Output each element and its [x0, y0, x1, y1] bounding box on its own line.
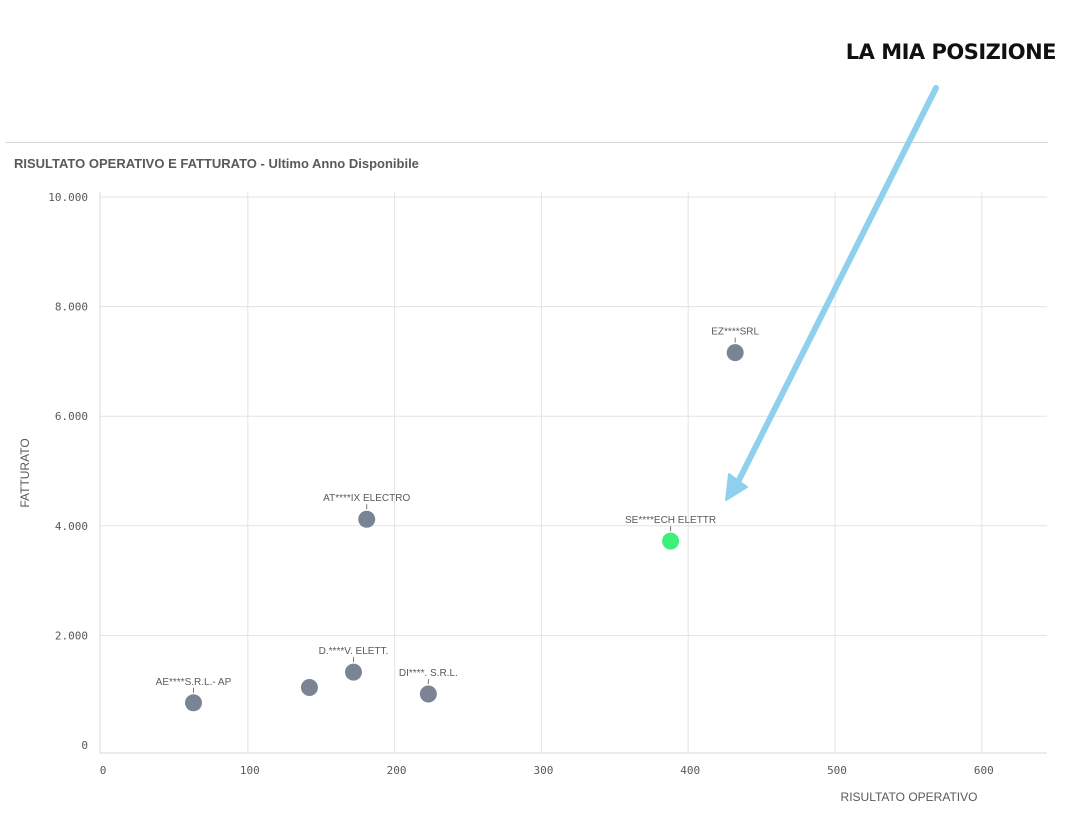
data-point[interactable] — [358, 510, 376, 528]
x-axis-ticks: 0 100 200 300 400 500 600 — [100, 764, 994, 777]
y-tick-label: 2.000 — [55, 629, 88, 642]
x-tick-label: 0 — [100, 764, 107, 777]
arrow-head — [725, 473, 748, 501]
y-tick-label: 0 — [81, 739, 88, 752]
callout-arrow — [725, 85, 939, 501]
data-label: AE****S.R.L.- AP — [156, 677, 232, 688]
data-label: D.****V. ELETT. — [319, 646, 389, 657]
y-axis-title: FATTURATO — [18, 438, 32, 507]
x-tick-label: 500 — [827, 764, 847, 777]
callout-label: LA MIA POSIZIONE — [845, 40, 1057, 64]
x-tick-label: 400 — [680, 764, 700, 777]
data-labels: AE****S.R.L.- AP D.****V. ELETT. DI****. S… — [156, 327, 760, 693]
x-tick-label: 200 — [387, 764, 407, 777]
y-tick-label: 8.000 — [55, 301, 88, 314]
data-point[interactable] — [726, 344, 744, 362]
chart-title: RISULTATO OPERATIVO E FATTURATO - Ultimo… — [14, 156, 419, 171]
y-axis-ticks: 0 2.000 4.000 6.000 8.000 10.000 — [48, 191, 88, 752]
data-point[interactable] — [300, 678, 318, 696]
data-point[interactable] — [662, 532, 680, 550]
data-label: DI****. S.R.L. — [399, 668, 458, 679]
y-tick-label: 10.000 — [48, 191, 88, 204]
data-point[interactable] — [184, 694, 202, 712]
data-points — [184, 344, 744, 712]
x-axis-title: RISULTATO OPERATIVO — [841, 790, 978, 804]
y-tick-label: 6.000 — [55, 410, 88, 423]
data-point[interactable] — [344, 663, 362, 681]
data-label: SE****ECH ELETTR — [625, 515, 716, 526]
x-tick-label: 300 — [533, 764, 553, 777]
x-tick-label: 100 — [240, 764, 260, 777]
x-tick-label: 600 — [974, 764, 994, 777]
arrow-shaft — [735, 85, 939, 485]
section-divider — [6, 142, 1048, 143]
y-tick-label: 4.000 — [55, 520, 88, 533]
grid-lines — [99, 192, 1047, 754]
data-label: EZ****SRL — [711, 327, 759, 338]
data-label: AT****IX ELECTRO — [323, 493, 410, 504]
data-point[interactable] — [419, 685, 437, 703]
